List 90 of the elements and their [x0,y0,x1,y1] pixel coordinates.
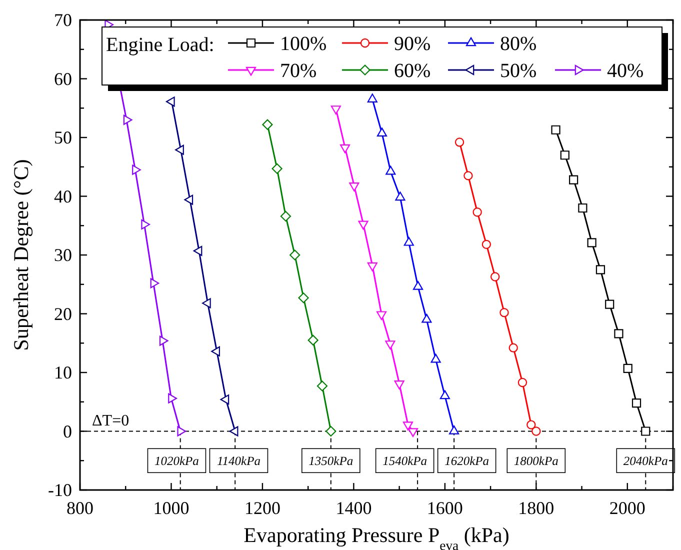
point [290,250,300,260]
y-tick-label: 20 [54,304,72,324]
point [500,308,509,318]
point [141,219,150,230]
point [159,336,168,346]
ref-line-label: 1350kPa [308,454,354,468]
x-tick-label: 1800 [518,498,554,518]
point [632,398,642,408]
point [449,426,460,434]
point [596,265,606,274]
y-tick-label: 50 [54,128,72,148]
point [326,426,336,437]
point [177,426,186,436]
point [472,208,482,217]
x-tick-label: 1600 [426,498,463,518]
y-tick-label: 10 [54,362,72,382]
legend-label: 60% [394,60,431,82]
y-tick-label: 40 [54,186,72,206]
point [482,240,492,250]
point [440,390,450,400]
point [454,138,464,147]
point [395,192,406,201]
point [551,125,560,134]
point [412,280,424,290]
point [623,364,632,373]
point [308,334,318,346]
ref-line-label: 1020kPa [154,454,199,468]
ref-line-label: ΔT=0 [92,412,130,430]
point [402,422,414,431]
point [340,144,350,154]
legend-label: 80% [500,33,537,55]
point [464,171,473,180]
legend-label: 50% [500,60,537,82]
point [316,380,328,392]
point [367,94,378,102]
point [330,106,341,114]
y-tick-label: -10 [48,480,72,500]
point [376,311,387,320]
point [508,343,518,352]
point [587,238,596,248]
x-axis-title: Evaporating Pressure P$_{eva}$ (kPa) [244,523,510,550]
point [560,150,570,160]
point [376,128,388,137]
ref-line-label: 2040kPa [623,454,668,468]
point [422,314,432,323]
point [298,292,309,304]
point [526,420,536,430]
point [132,164,141,175]
point [490,272,500,282]
point [614,329,624,338]
legend-label: 90% [394,33,431,55]
x-tick-label: 1200 [244,498,280,518]
point [262,119,273,130]
ref-line-label: 1620kPa [444,454,490,468]
legend-label: 70% [280,60,317,82]
x-tick-label: 800 [66,498,94,518]
point [605,300,614,309]
ref-line-label: 1540kPa [382,454,428,468]
x-tick-label: 1400 [336,498,372,518]
legend-label: 40% [607,60,644,82]
y-tick-label: 60 [54,68,72,89]
point [349,182,360,192]
y-axis-title: Superheat Degree (°C) [9,159,33,351]
point [394,380,404,390]
point [641,426,650,436]
point [518,378,528,388]
point [280,210,292,222]
point [123,114,132,125]
point [430,354,441,363]
x-tick-label: 2000 [609,498,646,518]
legend-title: Engine Load: [106,34,214,56]
point [386,166,396,175]
point [408,428,418,437]
ref-line-label: 1800kPa [514,454,558,468]
point [385,340,396,350]
y-tick-label: 70 [54,10,72,30]
point [358,220,368,230]
point [404,236,414,246]
point [168,393,177,404]
point [367,262,378,272]
point [532,426,541,436]
x-tick-label: 1000 [153,498,190,518]
point [569,175,578,184]
point [150,278,160,288]
y-tick-label: 30 [54,245,72,265]
legend-label: 100% [280,33,327,55]
y-tick-label: 0 [63,421,72,442]
ref-line-label: 1140kPa [216,454,260,468]
point [578,203,588,213]
point [272,163,282,174]
